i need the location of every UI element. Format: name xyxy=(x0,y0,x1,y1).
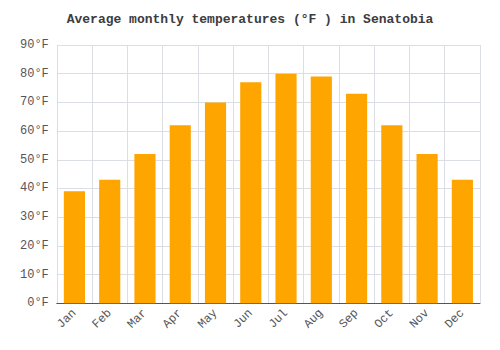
svg-text:Dec: Dec xyxy=(442,306,467,331)
svg-text:70°F: 70°F xyxy=(20,95,49,109)
svg-text:40°F: 40°F xyxy=(20,181,49,195)
svg-text:Apr: Apr xyxy=(160,306,185,331)
svg-text:50°F: 50°F xyxy=(20,153,49,167)
svg-text:Mar: Mar xyxy=(125,306,150,331)
svg-text:May: May xyxy=(195,306,220,331)
svg-text:Aug: Aug xyxy=(301,306,326,331)
svg-text:Jul: Jul xyxy=(266,306,291,331)
svg-text:Jun: Jun xyxy=(231,306,256,331)
svg-text:0°F: 0°F xyxy=(27,296,49,310)
svg-text:80°F: 80°F xyxy=(20,67,49,81)
svg-text:Average monthly temperatures (: Average monthly temperatures (°F ) in Se… xyxy=(67,12,434,27)
svg-text:20°F: 20°F xyxy=(20,239,49,253)
svg-text:30°F: 30°F xyxy=(20,210,49,224)
svg-text:Feb: Feb xyxy=(89,306,114,331)
svg-text:60°F: 60°F xyxy=(20,124,49,138)
svg-text:Jan: Jan xyxy=(54,306,79,331)
svg-text:Nov: Nov xyxy=(407,306,432,331)
svg-text:90°F: 90°F xyxy=(20,38,49,52)
svg-text:Oct: Oct xyxy=(372,306,397,331)
svg-text:Sep: Sep xyxy=(336,306,361,331)
svg-text:10°F: 10°F xyxy=(20,268,49,282)
